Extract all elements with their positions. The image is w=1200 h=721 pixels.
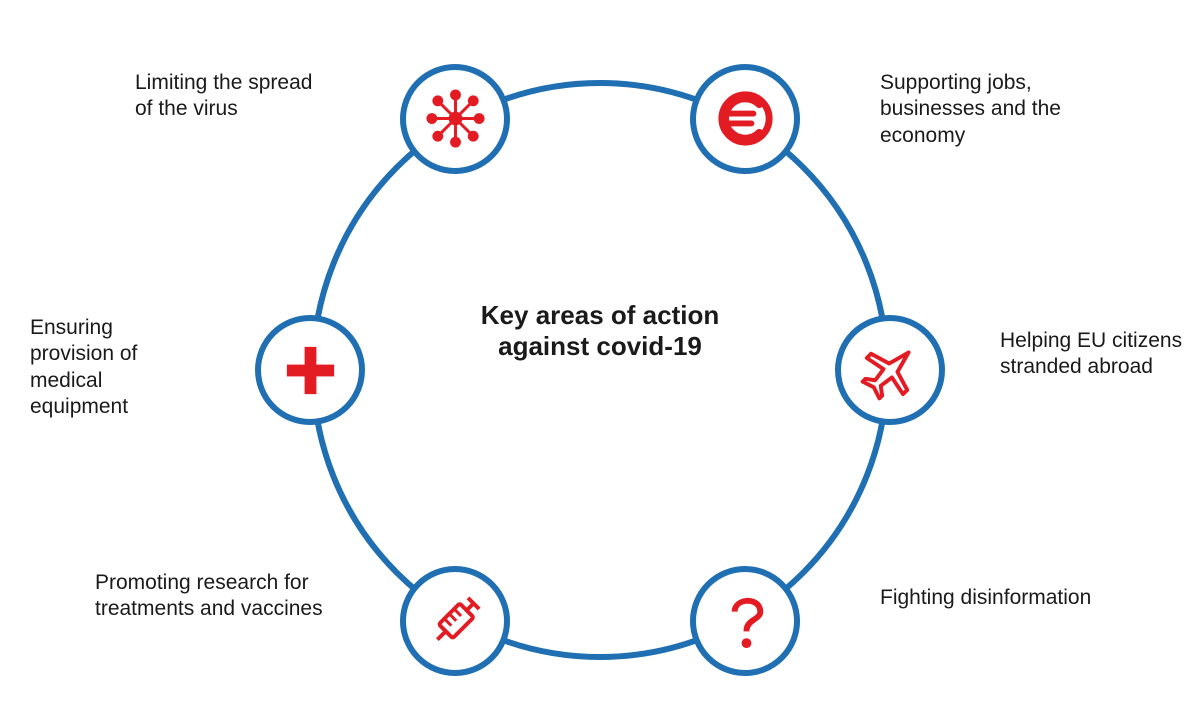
label-virus: Limiting the spread of the virus [135, 70, 325, 123]
label-abroad: Helping EU citizens stranded abroad [1000, 328, 1200, 381]
virus-spread-icon [424, 87, 487, 150]
node-disinfo [690, 566, 800, 676]
node-virus [400, 64, 510, 174]
syringe-icon [424, 590, 487, 653]
node-research [400, 566, 510, 676]
medical-cross-icon [279, 339, 342, 402]
node-medical [255, 315, 365, 425]
label-medical: Ensuring provision of medical equipment [30, 315, 200, 420]
label-economy: Supporting jobs, businesses and the econ… [880, 70, 1110, 149]
outer-ring [310, 80, 890, 660]
center-title: Key areas of action against covid-19 [465, 300, 735, 362]
airplane-icon [859, 339, 922, 402]
euro-icon [714, 87, 777, 150]
label-research: Promoting research for treatments and va… [95, 570, 325, 623]
node-abroad [835, 315, 945, 425]
diagram-stage: Key areas of action against covid-19 Lim… [0, 0, 1200, 721]
label-disinfo: Fighting disinformation [880, 585, 1110, 611]
question-icon [714, 590, 777, 653]
node-economy [690, 64, 800, 174]
